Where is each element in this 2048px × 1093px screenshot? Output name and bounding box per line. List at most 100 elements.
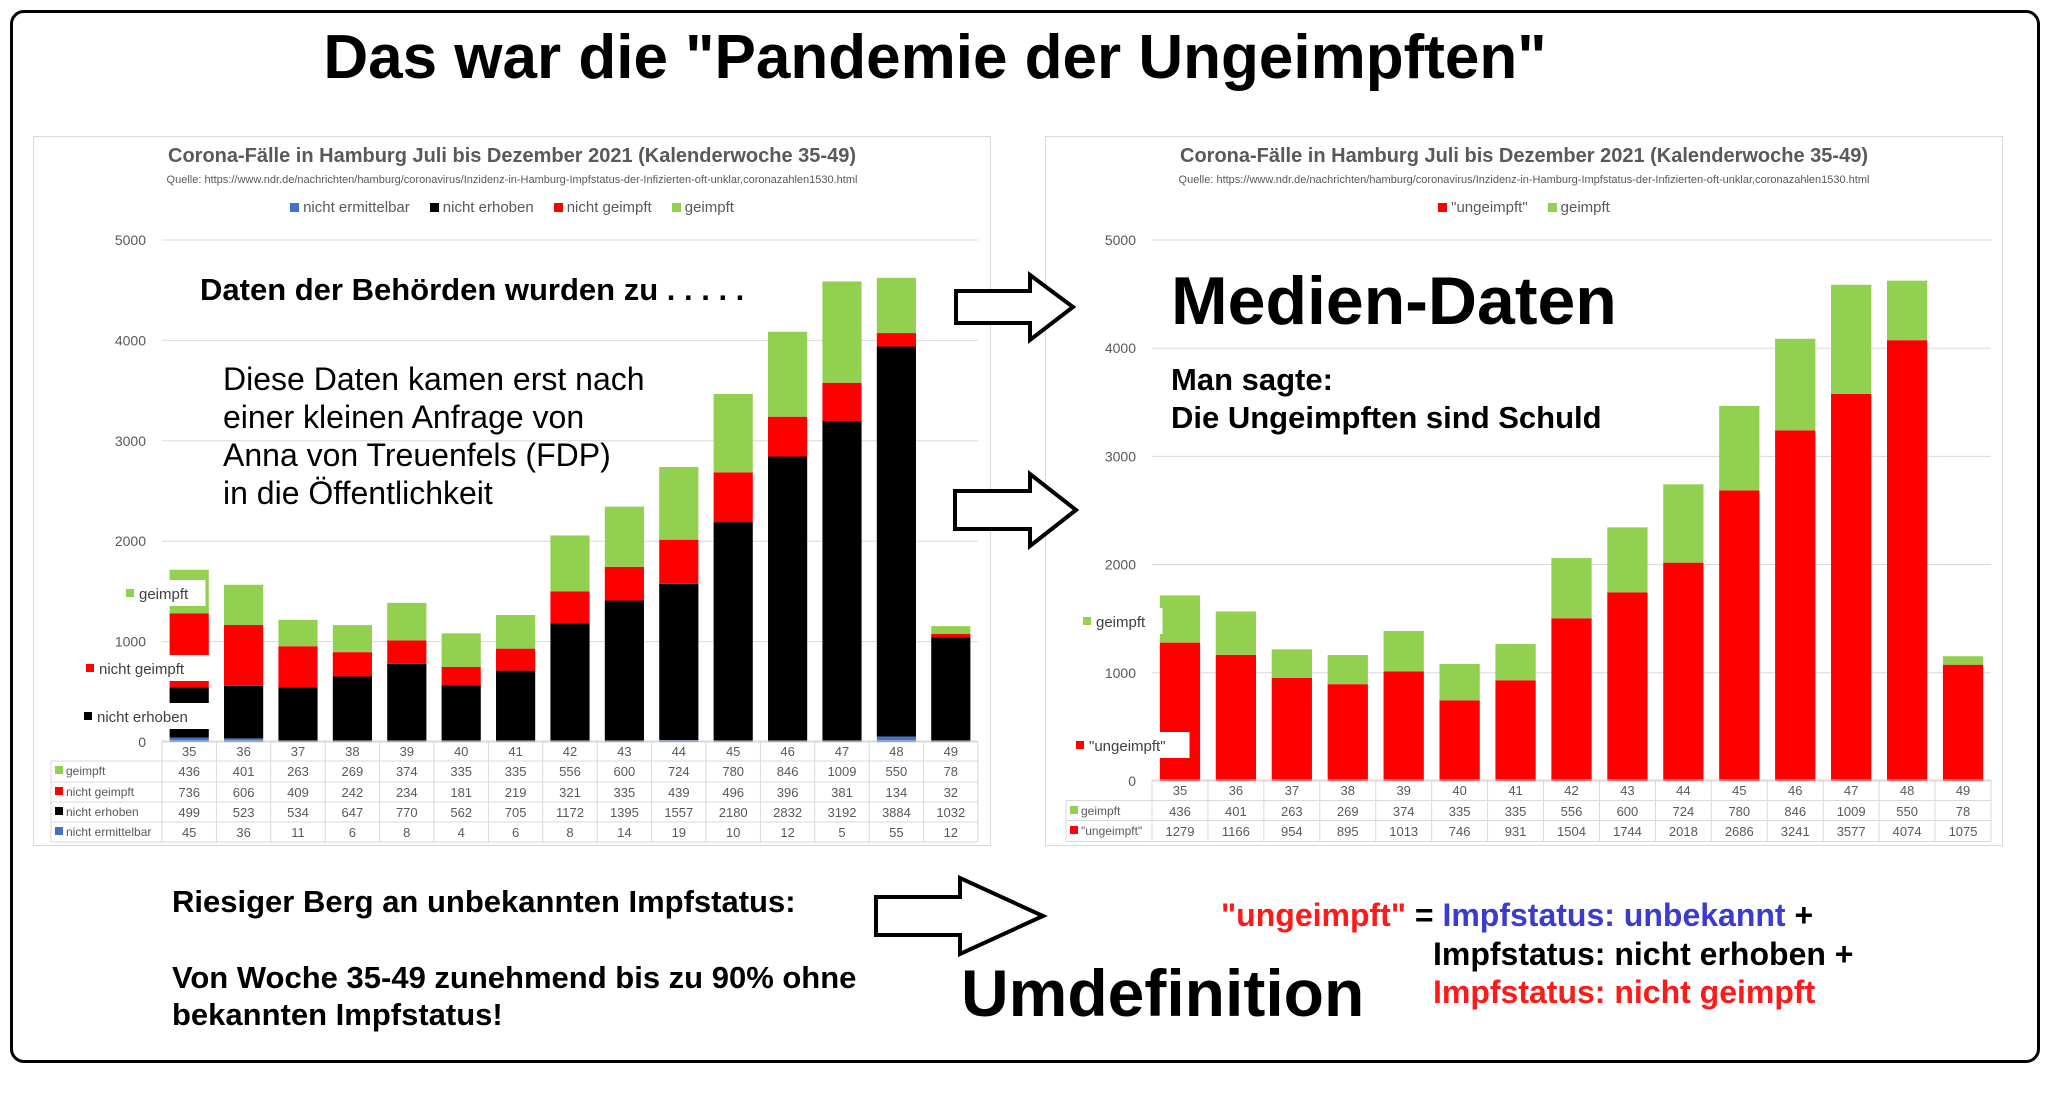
bar-segment xyxy=(1383,630,1424,672)
x-tick-label: 35 xyxy=(1173,783,1187,798)
bar-segment xyxy=(550,535,590,592)
table-row-label: "ungeimpft" xyxy=(1081,824,1142,838)
legend-swatch xyxy=(1547,203,1557,212)
y-tick-label: 2000 xyxy=(115,533,146,549)
bar-segment xyxy=(441,685,481,742)
x-tick-label: 49 xyxy=(944,744,958,759)
table-cell: 556 xyxy=(1561,804,1583,819)
bar-segment xyxy=(659,539,699,584)
bar-segment xyxy=(1663,484,1704,563)
y-tick-label: 5000 xyxy=(115,232,146,248)
von-woche-line: Von Woche 35-49 zunehmend bis zu 90% ohn… xyxy=(172,960,857,995)
table-cell: 534 xyxy=(287,805,309,820)
table-cell: 724 xyxy=(668,764,690,779)
bar-segment xyxy=(768,456,808,741)
x-tick-label: 41 xyxy=(508,744,522,759)
bar-segment xyxy=(1159,595,1201,643)
table-cell: 263 xyxy=(287,764,309,779)
table-cell: 1032 xyxy=(936,805,965,820)
table-cell: 736 xyxy=(178,785,200,800)
bar-segment xyxy=(1942,664,1984,781)
bar-segment xyxy=(1215,611,1257,655)
x-tick-label: 40 xyxy=(454,744,468,759)
main-title: Das war die "Pandemie der Ungeimpften" xyxy=(323,23,1547,92)
chart-source: Quelle: https://www.ndr.de/nachrichten/h… xyxy=(166,174,858,186)
bar-segment xyxy=(1886,280,1928,341)
table-row-label: nicht ermittelbar xyxy=(66,825,151,839)
table-cell: 436 xyxy=(1169,804,1191,819)
annotation-line: Anna von Treuenfels (FDP) xyxy=(223,437,611,473)
medien-daten-heading: Medien-Daten xyxy=(1171,263,1617,339)
table-cell: 4074 xyxy=(1893,824,1922,839)
legend-item: nicht ermittelbar xyxy=(290,199,410,216)
table-cell: 1075 xyxy=(1949,824,1978,839)
table-cell: 496 xyxy=(722,785,744,800)
x-tick-label: 46 xyxy=(1788,783,1802,798)
table-cell: 647 xyxy=(342,805,364,820)
x-tick-label: 49 xyxy=(1956,783,1970,798)
chart-right-panel: Corona-Fälle in Hamburg Juli bis Dezembe… xyxy=(1045,136,2003,846)
legend-item: "ungeimpft" xyxy=(1438,199,1528,216)
table-cell: 396 xyxy=(777,785,799,800)
table-cell: 2018 xyxy=(1669,824,1698,839)
data-label-swatch xyxy=(1083,617,1091,625)
table-cell: 32 xyxy=(944,785,958,800)
bar-segment xyxy=(278,619,318,647)
legend-item: nicht geimpft xyxy=(553,199,652,216)
table-cell: 374 xyxy=(396,764,418,779)
x-tick-label: 44 xyxy=(1676,783,1690,798)
table-cell: 895 xyxy=(1337,824,1359,839)
annotation-line: in die Öffentlichkeit xyxy=(223,475,493,511)
bar-segment xyxy=(387,602,427,641)
table-cell: 5 xyxy=(838,825,845,840)
x-tick-label: 37 xyxy=(291,744,305,759)
table-legend-swatch xyxy=(55,827,63,835)
x-tick-label: 47 xyxy=(835,744,849,759)
def-equals: = xyxy=(1405,897,1443,933)
table-cell: 269 xyxy=(1337,804,1359,819)
table-cell: 550 xyxy=(886,764,908,779)
table-cell: 3241 xyxy=(1781,824,1810,839)
table-cell: 10 xyxy=(726,825,740,840)
table-cell: 8 xyxy=(566,825,573,840)
legend-label: nicht erhoben xyxy=(442,199,534,216)
y-tick-label: 0 xyxy=(1128,773,1136,789)
table-cell: 381 xyxy=(831,785,853,800)
table-cell: 770 xyxy=(396,805,418,820)
table-cell: 321 xyxy=(559,785,581,800)
data-label-swatch xyxy=(84,712,92,720)
y-tick-label: 0 xyxy=(138,734,146,750)
definition-line-1: "ungeimpft" = Impfstatus: unbekannt + xyxy=(1221,897,1813,934)
x-tick-label: 39 xyxy=(400,744,414,759)
bar-segment xyxy=(1159,642,1201,781)
bar-segment xyxy=(1831,284,1872,394)
table-cell: 931 xyxy=(1505,824,1527,839)
table-cell: 2180 xyxy=(719,805,748,820)
table-cell: 1395 xyxy=(610,805,639,820)
table-cell: 4 xyxy=(458,825,465,840)
bar-segment xyxy=(496,648,536,671)
bar-segment xyxy=(278,687,318,741)
von-woche-line: bekannten Impfstatus! xyxy=(172,997,503,1032)
bar-segment xyxy=(1942,656,1984,665)
chart-left-panel: Corona-Fälle in Hamburg Juli bis Dezembe… xyxy=(33,136,991,846)
x-tick-label: 42 xyxy=(563,744,577,759)
table-cell: 1172 xyxy=(556,805,584,820)
x-tick-label: 36 xyxy=(1229,783,1243,798)
bar-segment xyxy=(768,331,808,417)
table-cell: 242 xyxy=(342,785,364,800)
x-tick-label: 37 xyxy=(1285,783,1299,798)
data-label-box xyxy=(78,703,215,729)
bar-segment xyxy=(496,614,536,649)
y-tick-label: 4000 xyxy=(1105,340,1136,356)
x-tick-label: 46 xyxy=(780,744,794,759)
table-cell: 401 xyxy=(1225,804,1247,819)
table-cell: 1009 xyxy=(1837,804,1866,819)
chart-plot: 0 1000 2000 3000 4000 5000 35 36 37 38 39 40 41 42 43 4… xyxy=(1065,232,1992,842)
bar-segment xyxy=(332,676,372,742)
legend-swatch xyxy=(671,203,681,212)
table-cell: 181 xyxy=(450,785,472,800)
table-legend-swatch xyxy=(55,807,63,815)
x-tick-label: 38 xyxy=(345,744,359,759)
table-cell: 6 xyxy=(512,825,519,840)
